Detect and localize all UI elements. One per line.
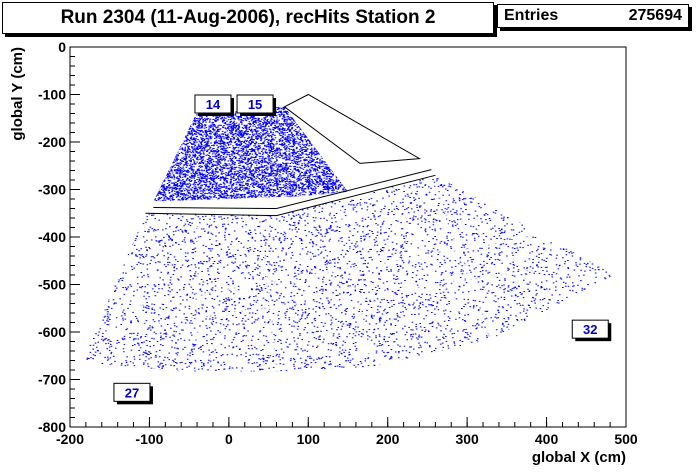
y-tick-label: 0 (58, 39, 66, 55)
chamber-label-box (113, 382, 151, 402)
y-tick-label: -100 (38, 87, 66, 103)
y-tick-label: -500 (38, 277, 66, 293)
chamber-label-27: 27 (125, 385, 139, 400)
chamber-label-32: 32 (583, 322, 597, 337)
chamber-gap-6 (89, 264, 571, 333)
ring-boundary-arc (145, 174, 436, 217)
y-axis-label: global Y (cm) (9, 47, 26, 141)
ring-boundary-arc-upper (153, 169, 432, 210)
x-tick-label: -200 (56, 431, 84, 447)
chamber-label-box (571, 319, 609, 339)
stats-entries-value: 275694 (628, 7, 682, 24)
y-tick-label: -600 (38, 324, 66, 340)
x-tick-label: -100 (135, 431, 163, 447)
chamber-label-box (236, 94, 274, 114)
plot-frame (69, 46, 627, 428)
chamber-gap-4 (434, 184, 492, 340)
y-tick-label: -200 (38, 134, 66, 150)
chart-title: Run 2304 (11-Aug-2006), recHits Station … (60, 7, 436, 28)
stats-entries-label: Entries (504, 7, 559, 24)
x-tick-label: 500 (614, 431, 638, 447)
chamber-label-15: 15 (248, 97, 262, 112)
chamber-gap-0 (109, 212, 150, 248)
y-tick-label: -800 (38, 419, 66, 435)
chamber-label-box (194, 94, 232, 114)
chamber-gap-2 (259, 217, 278, 372)
y-tick-label: -400 (38, 229, 66, 245)
x-axis-label: global X (cm) (532, 449, 626, 466)
stats-box: Entries 275694 (497, 4, 689, 28)
x-tick-label: 0 (225, 431, 233, 447)
x-tick-label: 200 (376, 431, 400, 447)
x-tick-label: 300 (455, 431, 479, 447)
x-tick-label: 400 (535, 431, 559, 447)
title-box: Run 2304 (11-Aug-2006), recHits Station … (2, 2, 494, 34)
chamber-gap-3 (339, 203, 373, 367)
y-tick-label: -300 (38, 182, 66, 198)
chamber-gap-5 (93, 236, 531, 314)
chamber-label-14: 14 (206, 97, 221, 112)
y-tick-label: -700 (38, 372, 66, 388)
empty-chamber-outline (283, 93, 422, 164)
x-tick-label: 100 (297, 431, 321, 447)
